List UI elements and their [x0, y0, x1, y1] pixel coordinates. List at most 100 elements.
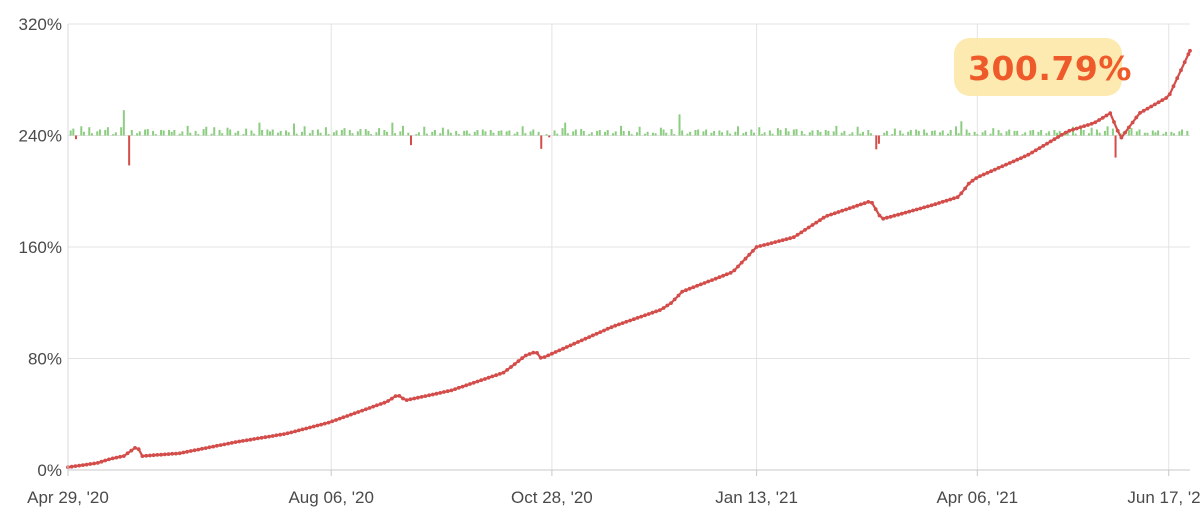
return-bar: [319, 132, 322, 136]
data-point: [140, 454, 145, 458]
data-point: [870, 200, 874, 205]
return-bar: [136, 133, 139, 136]
data-point: [914, 207, 919, 212]
return-bar: [840, 132, 843, 136]
data-point: [1100, 115, 1105, 120]
data-point: [1082, 124, 1087, 128]
data-point: [1078, 125, 1083, 130]
data-point: [620, 321, 625, 325]
return-bar: [441, 127, 444, 136]
data-point: [293, 429, 297, 434]
return-bar: [1151, 130, 1154, 136]
data-point: [684, 288, 688, 293]
return-bar: [1095, 129, 1098, 136]
return-bar: [213, 127, 216, 136]
return-bar: [752, 132, 755, 136]
data-point: [241, 439, 245, 443]
return-bar: [955, 126, 958, 136]
return-bar: [832, 131, 835, 136]
data-point: [118, 454, 122, 459]
return-bar: [997, 129, 1000, 136]
data-point: [985, 171, 990, 175]
return-bar: [973, 131, 976, 136]
data-point: [1089, 121, 1094, 126]
data-point: [531, 350, 536, 355]
return-bar: [351, 133, 354, 136]
data-point: [959, 191, 964, 196]
data-point: [799, 230, 804, 235]
data-point: [501, 370, 506, 375]
data-point: [203, 446, 208, 450]
data-point: [360, 408, 364, 413]
return-bar: [1178, 131, 1181, 136]
return-bar: [1005, 131, 1008, 136]
return-bar: [960, 121, 963, 136]
data-point: [520, 356, 524, 361]
data-point: [717, 275, 722, 280]
return-bar: [1040, 129, 1043, 136]
data-point: [698, 282, 703, 287]
return-bar: [816, 129, 819, 136]
data-point: [244, 438, 249, 443]
return-bar: [643, 133, 646, 136]
data-point: [419, 395, 424, 399]
data-point: [509, 365, 513, 369]
return-bar: [670, 129, 673, 136]
return-bar: [1103, 130, 1106, 136]
data-point: [1138, 111, 1142, 115]
return-bar: [468, 133, 471, 136]
return-bar: [508, 130, 511, 136]
return-bar: [750, 129, 753, 136]
return-bar: [1058, 130, 1061, 136]
return-bar: [572, 131, 575, 136]
return-bar: [556, 133, 559, 136]
return-bar: [771, 133, 774, 136]
data-point: [233, 440, 238, 444]
highlight-annotation: 300.79%: [954, 38, 1131, 96]
return-bar: [1154, 132, 1157, 136]
return-bar: [465, 130, 468, 136]
data-point: [899, 211, 904, 216]
data-point: [129, 448, 134, 453]
return-bar: [574, 129, 577, 136]
data-point: [81, 463, 85, 467]
data-point: [88, 462, 93, 466]
return-bar: [279, 130, 282, 136]
data-point: [1119, 135, 1124, 140]
return-bar: [457, 134, 460, 136]
data-point: [1097, 118, 1101, 122]
data-point: [631, 317, 636, 322]
axes: 0% 80% 160% 240% 320% Apr 29, '20 Aug 06, '20 O…: [19, 15, 1200, 507]
return-bar: [359, 129, 362, 136]
data-point: [605, 326, 610, 331]
return-bar: [1127, 129, 1130, 136]
return-bar: [391, 122, 394, 136]
data-point: [892, 213, 897, 218]
data-point: [732, 268, 737, 273]
data-point: [978, 174, 982, 179]
data-point: [1045, 141, 1049, 146]
return-bar: [237, 130, 240, 136]
x-tick-label: Oct 28, '20: [511, 488, 593, 507]
data-point: [181, 450, 186, 455]
return-bar: [1082, 129, 1085, 136]
data-point: [412, 396, 417, 401]
return-bar: [407, 132, 410, 136]
data-point: [84, 462, 89, 467]
data-point: [963, 186, 967, 191]
data-point: [1063, 130, 1068, 135]
return-bar: [1000, 133, 1003, 136]
return-bar: [316, 129, 319, 136]
data-point: [821, 215, 826, 220]
data-point: [832, 211, 837, 216]
return-bar: [702, 131, 705, 136]
return-bar: [1013, 130, 1016, 136]
x-tick-label: Apr 06, '21: [936, 488, 1018, 507]
data-point: [427, 393, 431, 398]
data-point: [289, 430, 294, 435]
return-bar: [744, 131, 747, 136]
data-point: [170, 451, 175, 456]
data-point: [784, 237, 789, 242]
return-bar: [901, 133, 904, 136]
